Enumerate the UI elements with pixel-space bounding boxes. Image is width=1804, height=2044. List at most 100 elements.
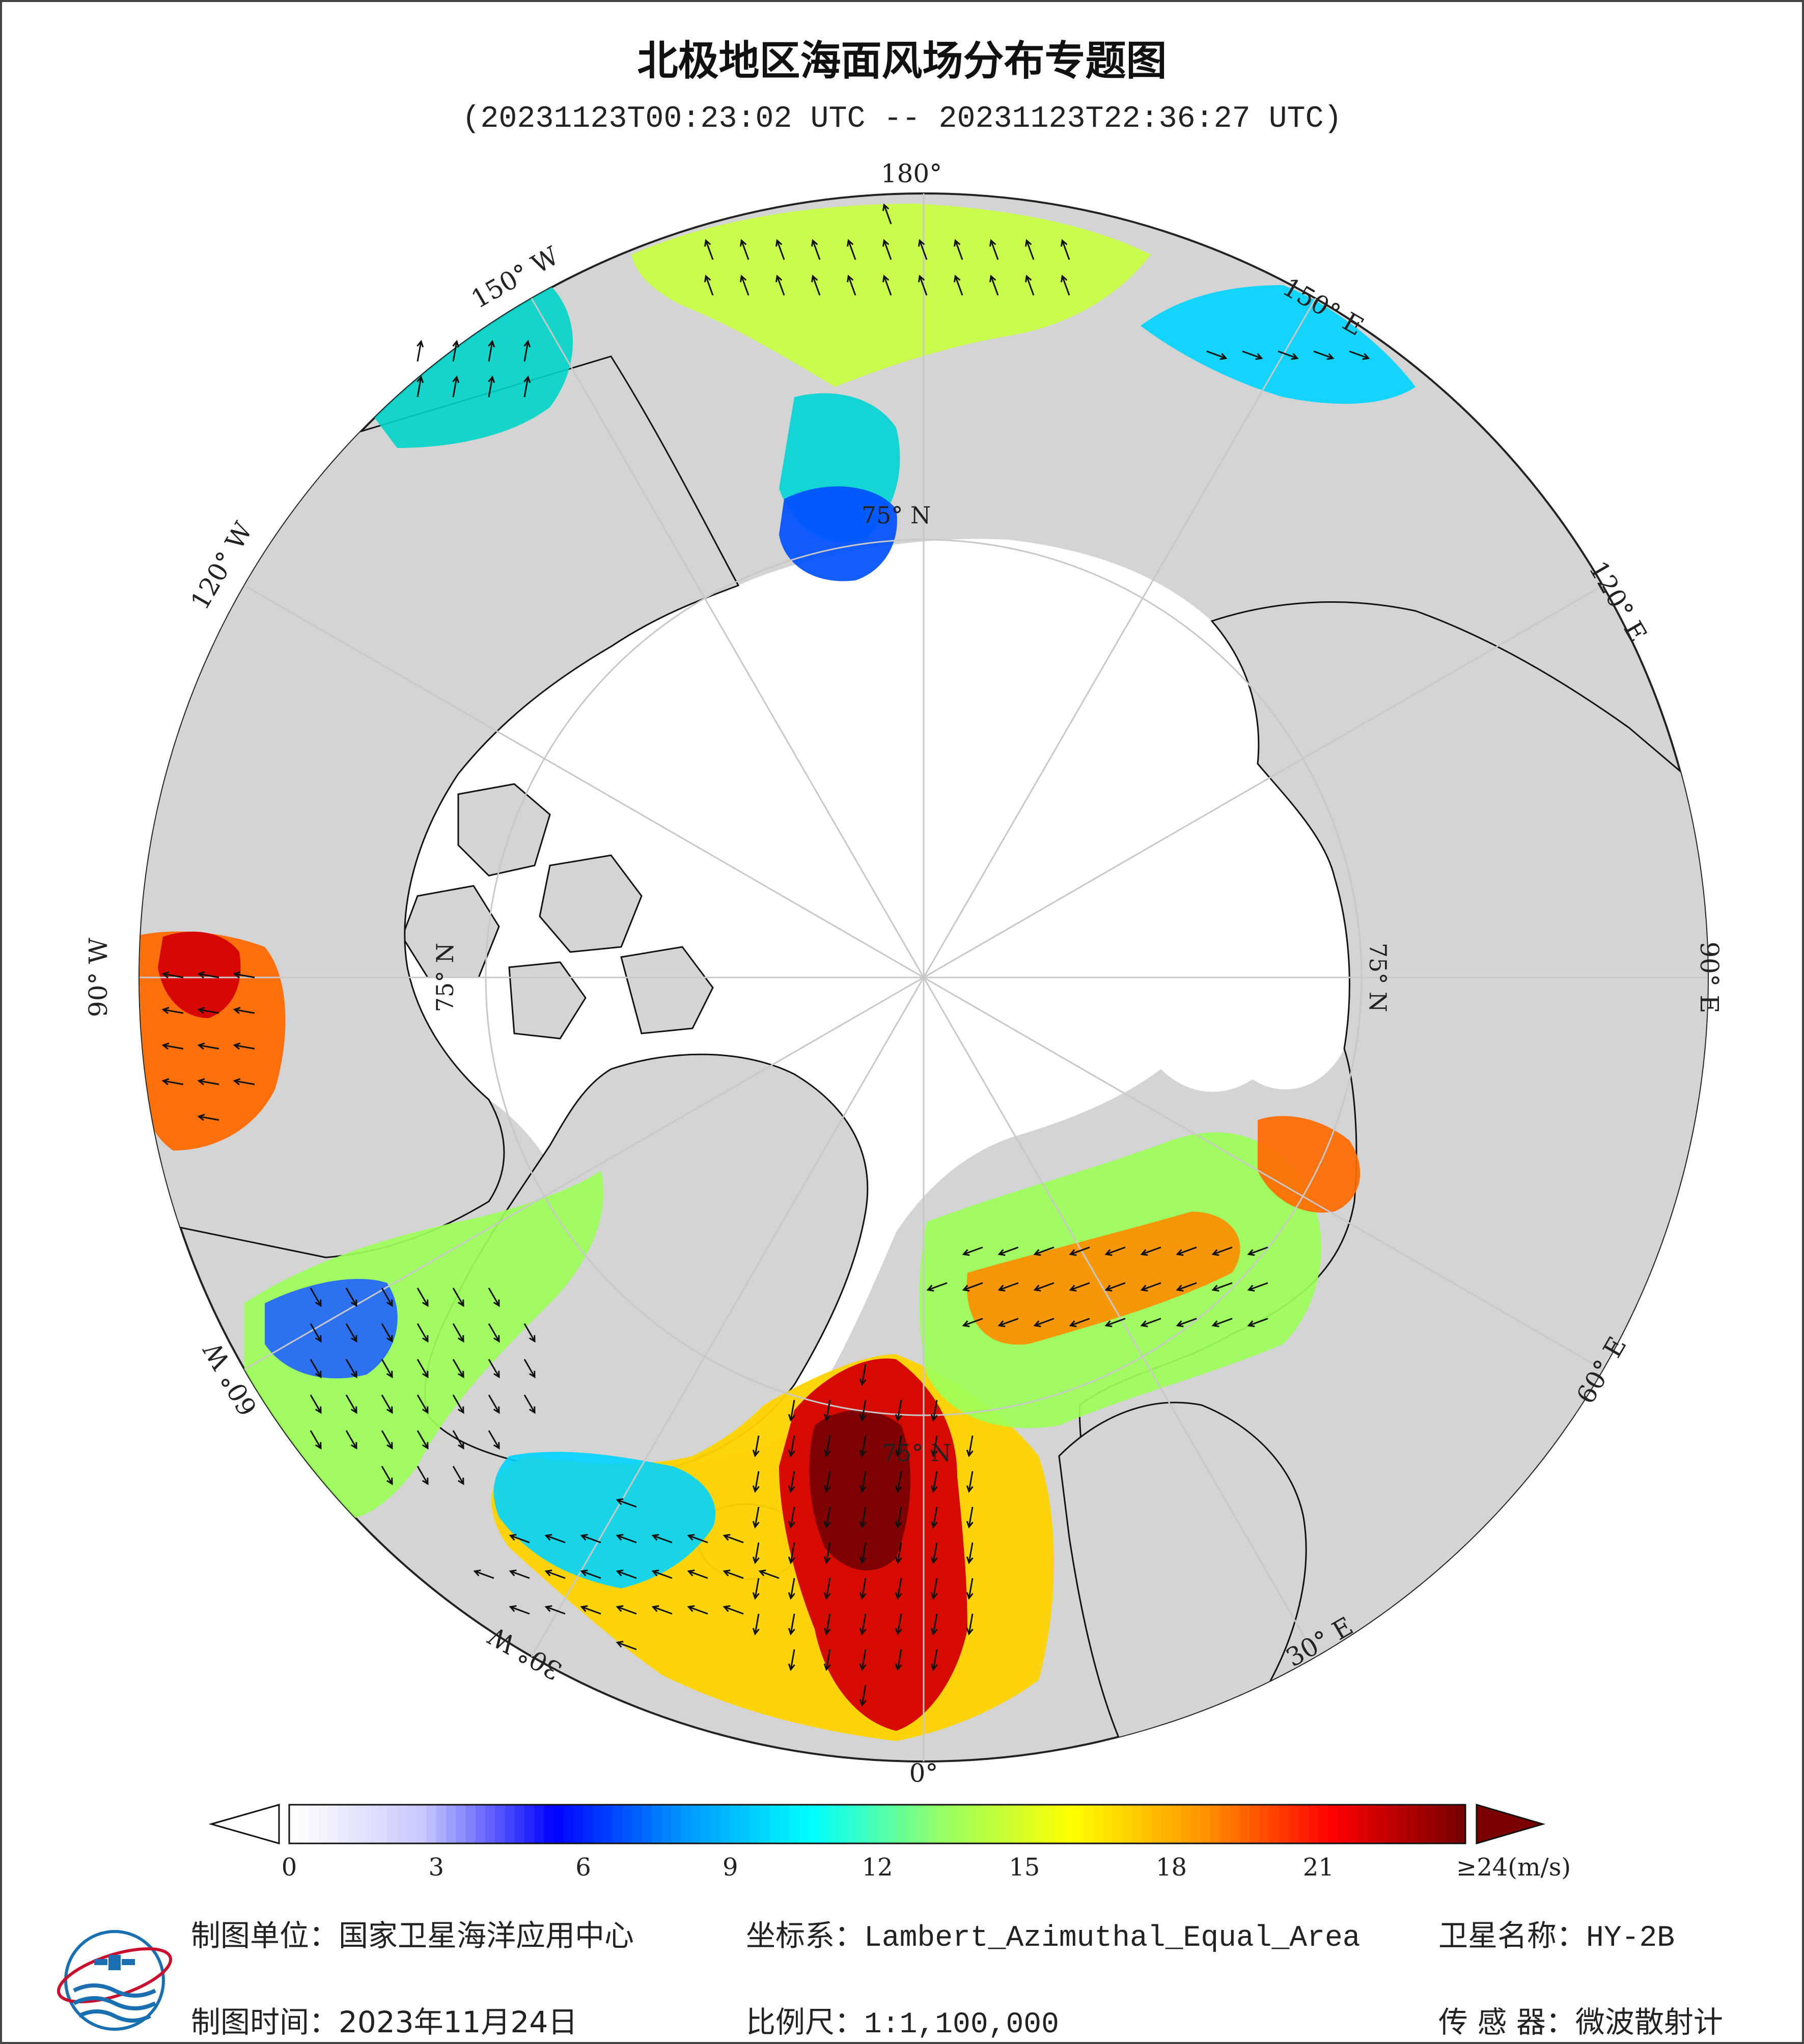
colorbar-segment: [720, 1805, 731, 1843]
wind-arrow: [452, 1359, 464, 1379]
colorbar-segment: [926, 1805, 937, 1843]
wind-arrow: [616, 1605, 637, 1615]
wind-arrow: [310, 1287, 322, 1307]
colorbar-segment: [1053, 1805, 1064, 1843]
wind-arrow: [752, 1613, 760, 1636]
wind-arrow: [752, 1506, 760, 1529]
wind-arrow: [997, 1246, 1019, 1256]
wind-arrow: [452, 1394, 464, 1414]
wind-arrow: [895, 1542, 902, 1564]
wind-arrow: [417, 1359, 429, 1379]
colorbar-segment: [1406, 1805, 1417, 1843]
colorbar-tick-label: 6: [575, 1853, 591, 1882]
wind-arrow: [417, 1394, 429, 1414]
colorbar-segment: [789, 1805, 799, 1843]
wind-arrow: [452, 340, 460, 362]
wind-arrow: [161, 1042, 184, 1050]
wind-arrow: [310, 1430, 322, 1450]
wind-arrow: [918, 274, 928, 296]
wind-arrow: [859, 1435, 867, 1458]
colorbar-segment: [936, 1805, 947, 1843]
wind-arrow: [723, 1570, 744, 1579]
colorbar-segment: [750, 1805, 760, 1843]
colorbar-segment: [299, 1805, 310, 1843]
colorbar-tick-label: 9: [722, 1853, 738, 1882]
wind-arrow: [918, 239, 928, 260]
colorbar-segment: [1338, 1805, 1348, 1843]
colorbar-segment: [995, 1805, 1006, 1843]
colorbar-segment: [701, 1805, 711, 1843]
wind-arrow: [966, 1506, 974, 1529]
wind-arrow: [1206, 350, 1228, 360]
colorbar-segment: [1014, 1805, 1025, 1843]
production-date: 制图时间：2023年11月24日: [191, 2005, 578, 2039]
wind-arrow: [775, 239, 785, 260]
wind-arrow: [788, 1578, 795, 1600]
colorbar-segment: [534, 1805, 545, 1843]
wind-arrow: [417, 1430, 429, 1450]
colorbar-segment: [1201, 1805, 1211, 1843]
wind-arrow: [758, 1570, 780, 1579]
colorbar-segment: [1387, 1805, 1398, 1843]
colorbar-tick-label: 0: [281, 1853, 297, 1882]
wind-arrow: [859, 1613, 867, 1636]
colorbar-segment: [1309, 1805, 1319, 1843]
wind-arrow: [1176, 1318, 1197, 1327]
wind-arrow: [161, 1006, 184, 1014]
colorbar-segment: [887, 1805, 898, 1843]
colorbar-tick-label: 21: [1302, 1853, 1334, 1882]
colorbar-segment: [1181, 1805, 1191, 1843]
wind-arrow: [616, 1570, 637, 1579]
colorbar-segment: [613, 1805, 623, 1843]
wind-arrow: [197, 1078, 219, 1085]
colorbar-segment: [1259, 1805, 1270, 1843]
wind-arrow: [310, 1359, 322, 1379]
colorbar-segment: [1073, 1805, 1084, 1843]
wind-arrow: [488, 1359, 500, 1379]
colorbar-segment: [309, 1805, 319, 1843]
wind-arrow: [823, 1506, 831, 1529]
wind-arrow: [752, 1435, 760, 1458]
wind-arrow: [1069, 1318, 1090, 1327]
wind-arrow: [473, 1570, 494, 1579]
wind-arrow: [417, 1323, 429, 1343]
colorbar-segment: [1063, 1805, 1074, 1843]
wind-arrow: [1069, 1282, 1090, 1292]
wind-arrow: [966, 1542, 974, 1564]
wind-arrow: [752, 1471, 760, 1493]
wind-arrow: [509, 1605, 530, 1615]
wind-arrow: [859, 1685, 867, 1707]
colorbar-segment: [407, 1805, 418, 1843]
wind-arrow: [1033, 1318, 1054, 1327]
lon-label-180: 180°: [881, 159, 942, 188]
colorbar-segment: [710, 1805, 721, 1843]
wind-arrow: [310, 1394, 322, 1414]
wind-arrow: [859, 1399, 867, 1422]
colorbar-segment: [1318, 1805, 1329, 1843]
wind-arrow: [651, 1605, 673, 1615]
colorbar-segment: [818, 1805, 829, 1843]
colorbar-segment: [426, 1805, 437, 1843]
lon-label-90w: 90° W: [84, 937, 113, 1017]
latitude-labels: 75° N 75° N 75° N 75° N: [431, 501, 1392, 1467]
wind-arrow: [859, 1649, 867, 1671]
colorbar-segment: [564, 1805, 574, 1843]
colorbar: [208, 1803, 1546, 1845]
colorbar-segment: [505, 1805, 515, 1843]
wind-arrow: [882, 239, 892, 260]
wind-arrow: [488, 1394, 500, 1414]
wind-arrow: [997, 1318, 1019, 1327]
sensor: 传 感 器：微波散射计: [1438, 2005, 1723, 2039]
wind-arrow: [1140, 1318, 1161, 1327]
colorbar-segment: [1269, 1805, 1280, 1843]
wind-arrow: [161, 1078, 184, 1085]
wind-arrow: [811, 274, 821, 296]
wind-arrow: [966, 1613, 974, 1636]
colorbar-segment: [809, 1805, 819, 1843]
wind-arrow: [381, 1430, 393, 1450]
wind-arrow: [651, 1570, 673, 1579]
colorbar-segment: [514, 1805, 525, 1843]
wind-arrow: [926, 1282, 948, 1292]
